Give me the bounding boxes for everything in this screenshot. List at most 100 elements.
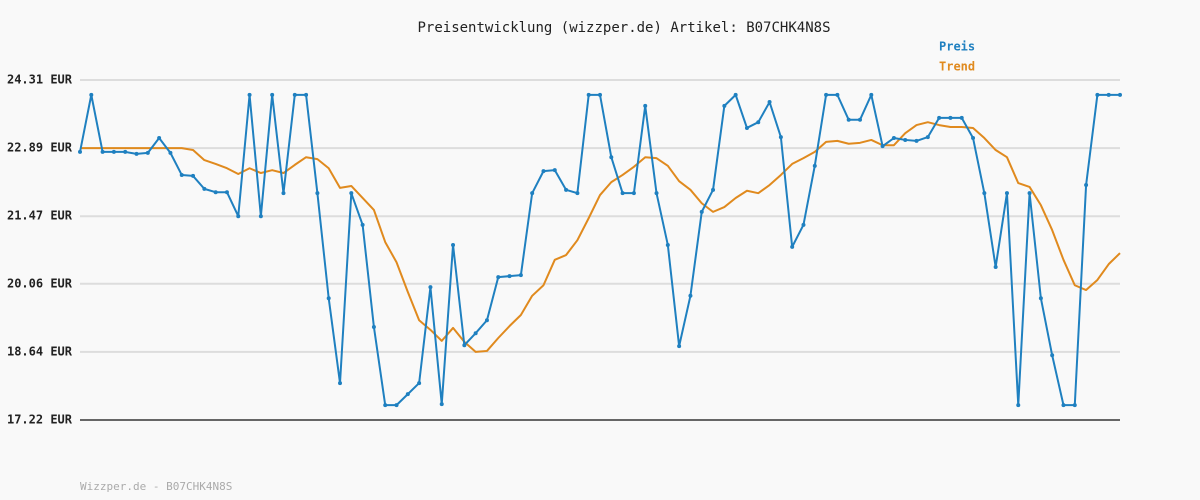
data-point [903, 137, 908, 142]
data-point [281, 191, 286, 196]
data-point [530, 191, 535, 196]
data-point [880, 144, 885, 149]
series-line [79, 93, 1120, 407]
data-point [292, 92, 297, 97]
data-point [925, 135, 930, 140]
data-point [677, 344, 682, 349]
data-point [78, 149, 82, 154]
data-point [937, 115, 942, 120]
data-point [1004, 191, 1009, 196]
y-tick-label: 17.22 EUR [7, 413, 73, 427]
data-point [993, 265, 998, 270]
data-point [744, 125, 749, 130]
data-point [733, 92, 738, 97]
data-point [270, 92, 275, 97]
legend-entry: Trend [939, 60, 975, 74]
data-point [1027, 191, 1032, 196]
y-tick-label: 24.31 EUR [7, 73, 73, 87]
y-tick-label: 21.47 EUR [7, 209, 73, 223]
y-tick-label: 22.89 EUR [7, 141, 73, 155]
data-point [439, 402, 444, 407]
y-tick-label: 20.06 EUR [7, 276, 73, 290]
data-point [168, 150, 173, 155]
data-point [767, 100, 772, 105]
data-point [1084, 183, 1089, 188]
data-point [145, 150, 150, 155]
data-point [541, 169, 546, 174]
data-point [202, 186, 207, 191]
data-point [349, 191, 354, 196]
data-point [699, 209, 704, 214]
footer: Wizzper.de - B07CHK4N8S [80, 480, 232, 493]
data-point [1072, 403, 1077, 408]
data-point [1016, 403, 1021, 408]
data-point [598, 92, 602, 97]
data-point [518, 273, 523, 278]
data-point [688, 293, 693, 298]
data-point [417, 381, 422, 386]
data-point [338, 381, 342, 386]
data-point [394, 403, 399, 408]
data-point [552, 168, 557, 173]
data-point [123, 149, 128, 154]
data-point [1095, 92, 1100, 97]
data-point [756, 120, 761, 125]
data-point [631, 191, 636, 196]
data-point [1118, 92, 1122, 97]
y-tick-label: 18.64 EUR [7, 344, 73, 358]
data-point [778, 135, 783, 140]
data-point [371, 324, 376, 329]
data-point [484, 318, 489, 323]
data-point [564, 187, 569, 192]
data-point [620, 191, 625, 196]
data-point [428, 285, 433, 290]
data-point [134, 151, 139, 156]
legend-entry: Preis [939, 40, 975, 54]
data-point [959, 115, 964, 120]
data-point [258, 214, 263, 219]
data-point [405, 392, 410, 397]
series-line [80, 121, 1121, 353]
data-point [236, 214, 241, 219]
data-point [824, 92, 829, 97]
data-point [801, 222, 806, 227]
data-point [891, 136, 896, 141]
data-point [100, 149, 105, 154]
data-point [835, 92, 840, 97]
data-point [948, 115, 953, 120]
data-point [643, 103, 648, 108]
data-point [224, 190, 229, 195]
data-point [213, 190, 218, 195]
chart-title: Preisentwicklung (wizzper.de) Artikel: B… [417, 20, 830, 36]
data-point [496, 275, 501, 280]
data-point [247, 92, 252, 97]
data-point [1106, 92, 1111, 97]
data-point [711, 187, 716, 192]
data-point [1038, 296, 1043, 301]
data-point [507, 274, 512, 279]
data-point [462, 343, 467, 348]
data-point [586, 92, 591, 97]
data-point [360, 222, 365, 227]
data-point [304, 92, 309, 97]
data-point [326, 296, 331, 301]
data-point [111, 149, 116, 154]
data-point [665, 242, 670, 247]
data-point [722, 103, 727, 108]
data-point [383, 403, 388, 408]
data-point [451, 242, 456, 247]
data-point [982, 191, 987, 196]
data-point [1050, 353, 1055, 358]
data-point [812, 163, 817, 168]
data-point [869, 92, 874, 97]
data-point [846, 117, 851, 122]
data-point [858, 117, 862, 122]
data-point [179, 172, 184, 177]
data-point [157, 136, 162, 141]
data-point [315, 191, 320, 196]
data-point [971, 136, 976, 141]
data-point [191, 173, 196, 178]
data-point [1061, 403, 1066, 408]
